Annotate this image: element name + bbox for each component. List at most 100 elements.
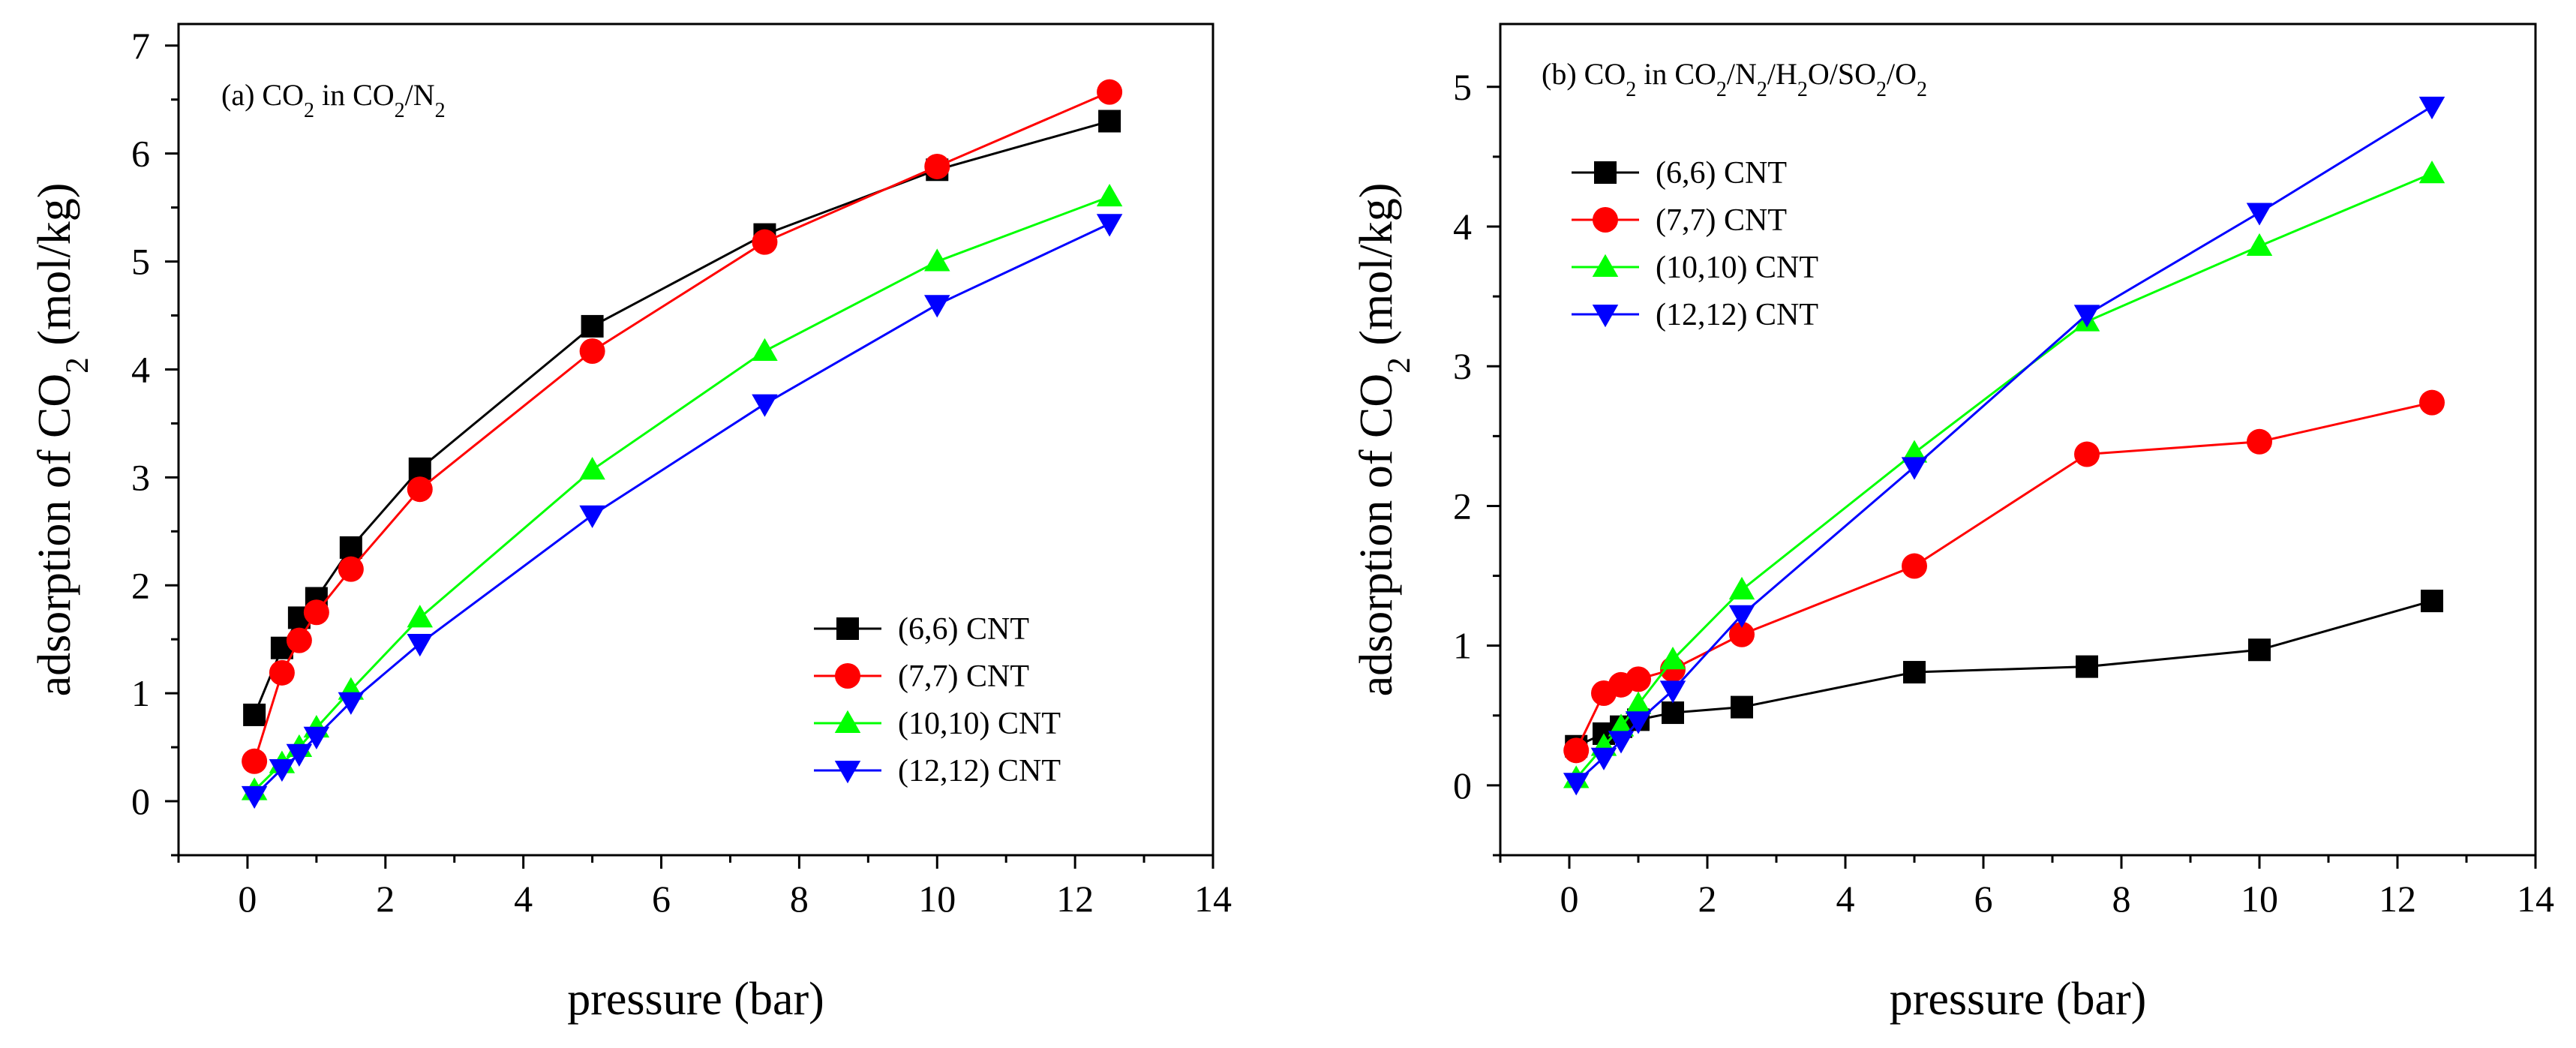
panel-title-part: in CO [1636,57,1716,91]
data-point [1728,576,1755,600]
data-point [752,229,778,255]
panel-title-part: in CO [314,78,395,112]
data-point [924,153,950,179]
data-point [1096,183,1123,207]
data-point [1096,214,1123,237]
panel-title-part: O/SO [1808,57,1876,91]
legend-item: (12,12) CNT [1572,298,1818,332]
data-point [1625,711,1652,734]
data-point [1608,713,1635,737]
legend-item: (12,12) CNT [814,754,1061,788]
series-7-7-cnt [1563,389,2445,764]
data-point [242,748,268,774]
data-point [286,627,312,653]
panel-title-part: 2 [1917,78,1927,101]
x-tick-label: 12 [2379,878,2416,920]
x-tick-label: 8 [2112,878,2131,920]
y-axis-title-unit: (mol/kg) [1351,183,1402,357]
data-point [269,659,295,686]
data-point [1590,747,1617,770]
data-point [2246,233,2273,257]
y-tick-label: 5 [131,241,150,283]
data-point [241,785,268,809]
data-point [1097,79,1123,105]
legend-label: (12,12) CNT [1656,298,1818,332]
panel-title-part: 2 [1797,78,1808,101]
panel-title-part: 2 [1757,78,1767,101]
legend-item: (10,10) CNT [1572,251,1818,285]
data-point [243,703,266,726]
y-tick-label: 0 [131,780,150,822]
legend-label: (10,10) CNT [898,707,1061,741]
data-point [2076,655,2098,678]
legend-marker [835,663,860,689]
data-point [579,457,605,480]
legend-marker [1592,254,1619,277]
series-line [1575,401,2433,751]
data-point [752,338,778,361]
data-point [924,248,950,272]
series-line [1575,599,2433,748]
series-12-12-cnt [241,214,1123,809]
data-point [338,556,364,582]
data-point [1729,621,1755,647]
data-point [303,726,330,749]
plot-frame [1499,23,2537,857]
y-tick-label: 1 [131,672,150,714]
legend-marker [1594,161,1617,184]
y-tick-label: 2 [131,564,150,606]
legend-item: (7,7) CNT [1572,203,1787,238]
y-axis-title-subscript: 2 [1381,357,1417,374]
data-point [579,505,605,528]
data-point [1625,691,1652,714]
y-axis-title-text: adsorption of CO [1351,374,1402,697]
y-tick-label: 7 [131,25,150,67]
panel-title-part: 2 [1876,78,1887,101]
data-point [1662,701,1684,725]
x-tick-label: 10 [2241,878,2278,920]
data-point [286,743,313,767]
y-tick-label: 4 [1453,206,1472,248]
series-10-10-cnt [1563,161,2445,788]
data-point [2246,203,2273,226]
data-point [1902,553,1927,579]
legend-marker [1593,207,1618,233]
x-tick-label: 4 [514,878,533,920]
panel-title-part: (a) CO [221,78,304,112]
data-point [2418,161,2445,184]
y-axis-title: adsorption of CO2 (mol/kg) [29,183,95,697]
data-point [1728,605,1755,628]
data-point [339,536,362,559]
y-tick-label: 6 [131,133,150,175]
legend-marker [836,617,859,640]
data-point [1903,661,1926,684]
data-point [1659,647,1686,670]
panel-title-part: 2 [435,99,446,122]
legend-label: (10,10) CNT [1656,251,1818,285]
data-point [2073,305,2100,328]
x-tick-label: 14 [2517,878,2554,920]
data-point [752,394,778,417]
plot-frame [177,23,1214,857]
legend-label: (6,6) CNT [898,612,1029,647]
legend-marker [834,710,861,733]
legend-item: (6,6) CNT [1572,156,1787,191]
data-point [408,457,431,480]
y-axis-title-unit: (mol/kg) [29,183,80,357]
data-point [1563,773,1590,796]
x-tick-label: 2 [376,878,395,920]
legend-label: (7,7) CNT [898,659,1029,694]
data-point [269,758,296,782]
data-point [1731,695,1753,719]
series-7-7-cnt [242,79,1123,774]
y-tick-label: 1 [1453,625,1472,667]
data-point [2248,638,2271,662]
data-point [2418,96,2445,120]
data-point [407,634,434,657]
panel-title-part: 2 [304,99,314,122]
legend-label: (6,6) CNT [1656,156,1787,191]
data-point [1659,680,1686,704]
y-axis-title-subscript: 2 [59,357,95,374]
